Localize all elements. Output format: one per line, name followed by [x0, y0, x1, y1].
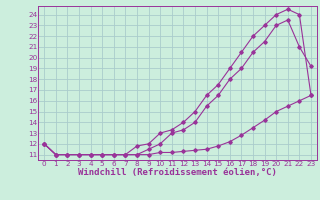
X-axis label: Windchill (Refroidissement éolien,°C): Windchill (Refroidissement éolien,°C) [78, 168, 277, 177]
